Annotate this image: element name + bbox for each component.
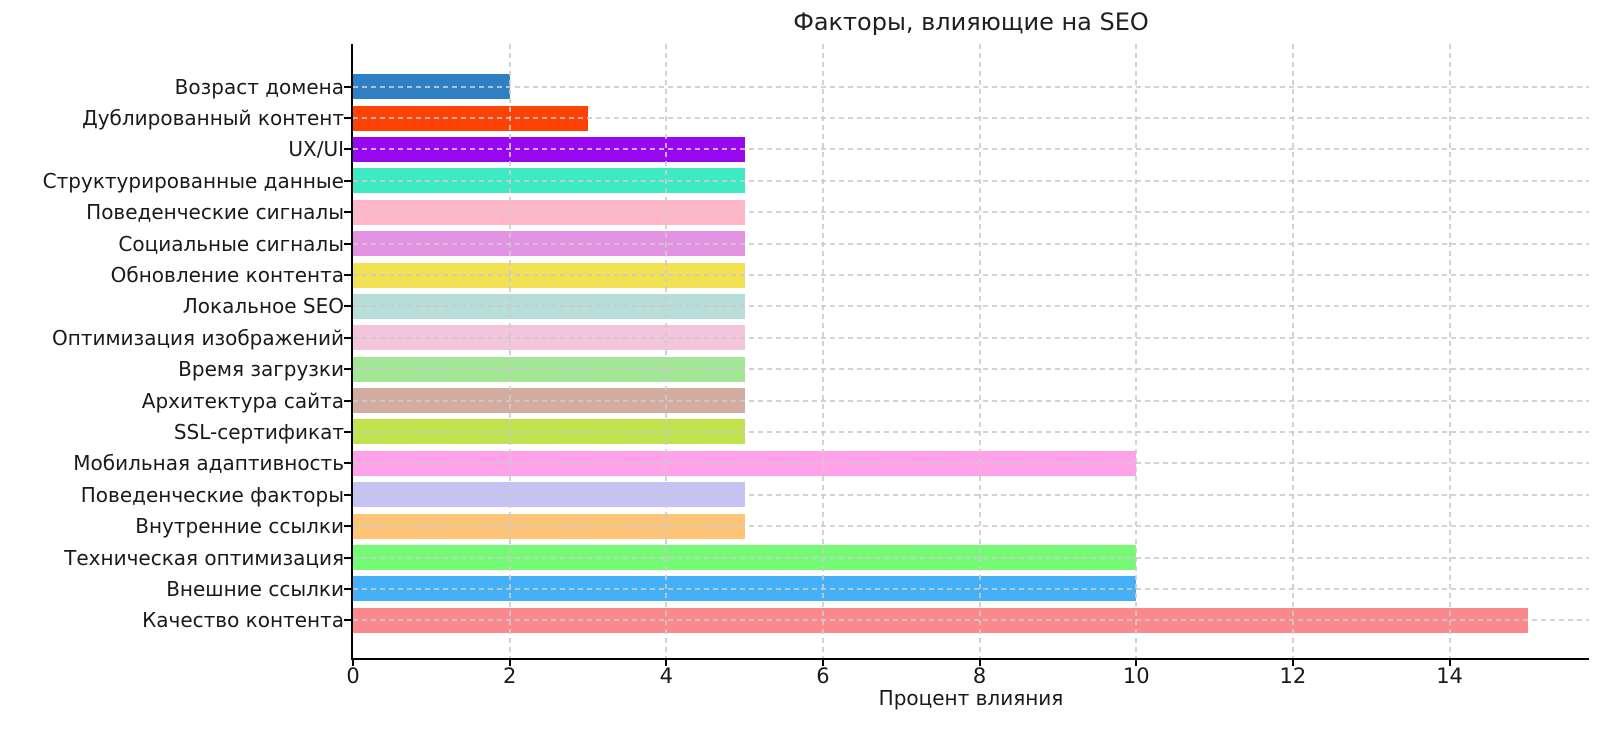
y-tick-mark: [344, 493, 352, 496]
y-gridline: [353, 399, 1589, 402]
y-tick-label: Социальные сигналы: [118, 231, 344, 256]
y-gridline: [353, 493, 1589, 496]
x-tick-mark: [821, 658, 824, 666]
x-gridline: [978, 44, 981, 658]
x-tick-label: 12: [1279, 664, 1307, 688]
y-tick-label: Дублированный контент: [82, 106, 344, 131]
y-tick-mark: [344, 211, 352, 214]
y-gridline: [353, 368, 1589, 371]
x-tick-mark: [978, 658, 981, 666]
plot-area: [351, 44, 1589, 660]
y-tick-label: Архитектура сайта: [141, 388, 344, 413]
y-gridline: [353, 148, 1589, 151]
y-tick-label: Возраст домена: [174, 74, 344, 99]
y-tick-label: Мобильная адаптивность: [73, 451, 344, 476]
y-gridline: [353, 242, 1589, 245]
y-axis-line: [351, 44, 353, 658]
y-tick-mark: [344, 117, 352, 120]
y-tick-label: Внутренние ссылки: [135, 514, 344, 539]
y-tick-label: Обновление контента: [110, 263, 344, 288]
y-tick-label: Оптимизация изображений: [52, 325, 344, 350]
x-tick-label: 0: [346, 664, 360, 688]
x-tick-mark: [665, 658, 668, 666]
x-gridline: [1291, 44, 1294, 658]
x-tick-mark: [352, 658, 354, 666]
y-tick-mark: [344, 368, 352, 371]
y-tick-label: Поведенческие сигналы: [86, 200, 344, 225]
y-gridline: [353, 274, 1589, 277]
x-tick-label: 10: [1122, 664, 1150, 688]
y-gridline: [353, 179, 1589, 182]
y-gridline: [353, 430, 1589, 433]
y-tick-label: Локальное SEO: [182, 294, 344, 319]
x-tick-mark: [1291, 658, 1294, 666]
y-tick-mark: [344, 619, 352, 622]
y-tick-label: Структурированные данные: [42, 168, 344, 193]
y-tick-mark: [344, 336, 352, 339]
x-tick-mark: [1448, 658, 1451, 666]
y-gridline: [353, 117, 1589, 120]
y-tick-mark: [344, 179, 352, 182]
x-tick-mark: [1135, 658, 1138, 666]
y-tick-mark: [344, 148, 352, 151]
y-gridline: [353, 556, 1589, 559]
chart-title: Факторы, влияющие на SEO: [793, 8, 1149, 36]
y-tick-mark: [344, 305, 352, 308]
y-tick-label: Время загрузки: [178, 357, 344, 382]
x-tick-label: 4: [659, 664, 673, 688]
y-tick-mark: [344, 462, 352, 465]
y-tick-label: Поведенческие факторы: [80, 482, 344, 507]
x-gridline: [1448, 44, 1451, 658]
y-tick-label: Техническая оптимизация: [64, 545, 344, 570]
y-tick-label: SSL-сертификат: [173, 419, 344, 444]
x-gridline: [508, 44, 511, 658]
y-gridline: [353, 525, 1589, 528]
x-axis-line: [351, 657, 1589, 660]
y-tick-label: UX/UI: [288, 137, 344, 162]
y-tick-mark: [344, 525, 352, 528]
x-gridline: [665, 44, 668, 658]
y-tick-mark: [344, 85, 352, 88]
x-gridline: [821, 44, 824, 658]
y-tick-label: Качество контента: [142, 608, 344, 633]
x-tick-mark: [508, 658, 511, 666]
x-tick-label: 14: [1436, 664, 1463, 688]
y-tick-mark: [344, 587, 352, 590]
y-gridline: [353, 587, 1589, 590]
x-tick-label: 2: [502, 664, 517, 688]
x-tick-label: 6: [816, 664, 830, 688]
y-tick-mark: [344, 556, 352, 559]
y-gridline: [353, 305, 1589, 308]
y-gridline: [353, 462, 1589, 465]
x-axis-label: Процент влияния: [878, 686, 1064, 710]
y-gridline: [353, 211, 1589, 214]
y-tick-mark: [344, 399, 352, 402]
y-tick-label: Внешние ссылки: [166, 576, 344, 601]
x-tick-label: 8: [972, 664, 987, 688]
y-gridline: [353, 336, 1589, 339]
x-gridline: [1135, 44, 1138, 658]
y-tick-mark: [344, 430, 352, 433]
y-tick-mark: [344, 274, 352, 277]
y-gridline: [353, 85, 1589, 88]
y-tick-mark: [344, 242, 352, 245]
y-gridline: [353, 619, 1589, 622]
